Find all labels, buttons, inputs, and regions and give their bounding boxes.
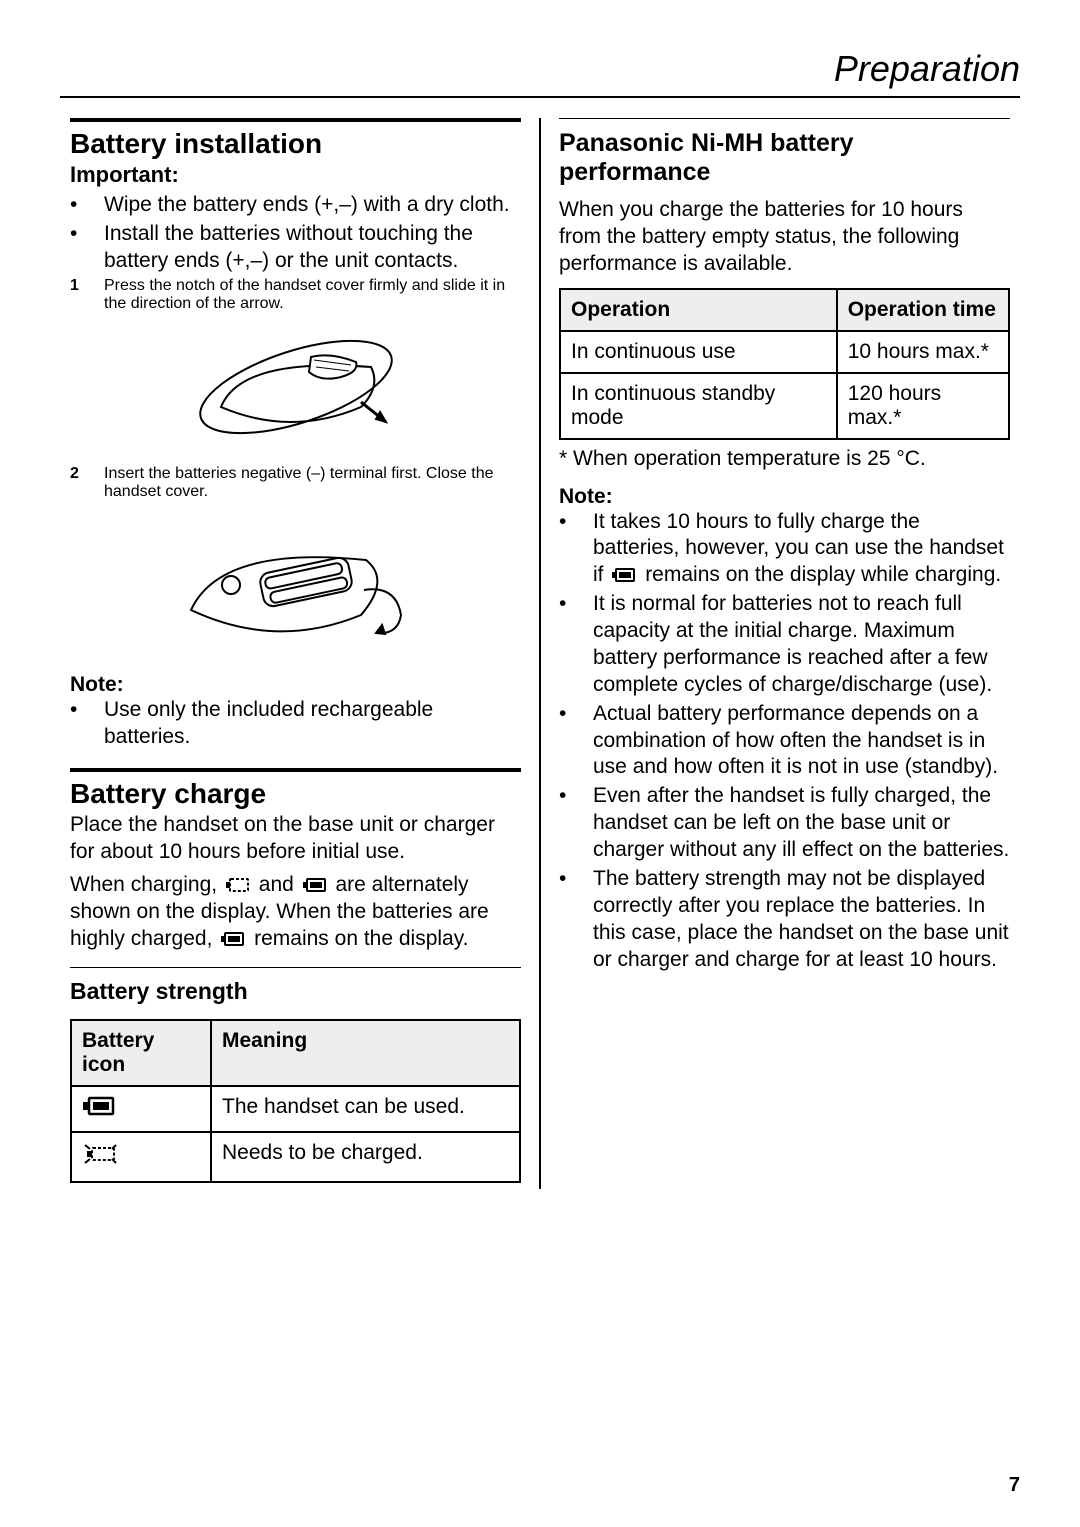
heading-battery-installation: Battery installation xyxy=(70,128,521,160)
table-cell: Needs to be charged. xyxy=(211,1132,520,1182)
note-label: Note: xyxy=(70,673,521,697)
bullet-dot: • xyxy=(559,591,593,699)
right-column: Panasonic Ni-MH battery performance When… xyxy=(541,118,1020,1189)
note-label: Note: xyxy=(559,485,1010,509)
footnote: * When operation temperature is 25 °C. xyxy=(559,446,1010,473)
step-number: 2 xyxy=(70,465,104,501)
bullet-text: Install the batteries without touching t… xyxy=(104,221,521,275)
col-header: Operation time xyxy=(837,289,1009,331)
bullet-text: Wipe the battery ends (+,–) with a dry c… xyxy=(104,192,510,219)
bullet-text: Even after the handset is fully charged,… xyxy=(593,783,1010,864)
step-2: 2 Insert the batteries negative (–) term… xyxy=(70,465,521,501)
step-text: Press the notch of the handset cover fir… xyxy=(104,277,521,313)
bullet-dot: • xyxy=(559,509,593,590)
charge-para2: When charging, and are alternately shown… xyxy=(70,872,521,953)
bullet-dot: • xyxy=(559,783,593,864)
table-cell xyxy=(71,1132,211,1182)
bullet-dot: • xyxy=(559,866,593,974)
bullet-dot: • xyxy=(559,701,593,782)
important-list: •Wipe the battery ends (+,–) with a dry … xyxy=(70,192,521,275)
bullet-dot: • xyxy=(70,221,104,275)
battery-full-icon xyxy=(220,930,246,948)
table-cell: In continuous use xyxy=(560,331,837,373)
table-cell xyxy=(71,1086,211,1132)
step-text: Insert the batteries negative (–) termin… xyxy=(104,465,521,501)
battery-strength-table: Battery icon Meaning The handset can be … xyxy=(70,1019,521,1183)
important-label: Important: xyxy=(70,162,521,188)
battery-full-icon xyxy=(611,566,637,584)
rule xyxy=(70,967,521,968)
battery-flash-icon xyxy=(82,1141,122,1167)
table-cell: 10 hours max.* xyxy=(837,331,1009,373)
rule xyxy=(70,118,521,122)
bullet-text: Actual battery performance depends on a … xyxy=(593,701,1010,782)
step-1: 1 Press the notch of the handset cover f… xyxy=(70,277,521,313)
battery-empty-icon xyxy=(225,876,251,894)
table-cell: The handset can be used. xyxy=(211,1086,520,1132)
charge-para1: Place the handset on the base unit or ch… xyxy=(70,812,521,866)
performance-intro: When you charge the batteries for 10 hou… xyxy=(559,197,1010,278)
left-column: Battery installation Important: •Wipe th… xyxy=(60,118,539,1189)
battery-full-icon xyxy=(82,1095,116,1117)
rule xyxy=(559,118,1010,119)
note-list: •Use only the included rechargeable batt… xyxy=(70,697,521,751)
bullet-text: It takes 10 hours to fully charge the ba… xyxy=(593,509,1010,590)
content-columns: Battery installation Important: •Wipe th… xyxy=(60,118,1020,1189)
heading-battery-charge: Battery charge xyxy=(70,778,521,810)
col-header: Battery icon xyxy=(71,1020,211,1086)
insert-batteries-illustration xyxy=(166,515,426,655)
col-header: Operation xyxy=(560,289,837,331)
bullet-text: It is normal for batteries not to reach … xyxy=(593,591,1010,699)
col-header: Meaning xyxy=(211,1020,520,1086)
bullet-dot: • xyxy=(70,192,104,219)
bullet-text: Use only the included rechargeable batte… xyxy=(104,697,521,751)
bullet-text: The battery strength may not be displaye… xyxy=(593,866,1010,974)
heading-performance: Panasonic Ni-MH battery performance xyxy=(559,129,1010,187)
heading-battery-strength: Battery strength xyxy=(70,978,521,1005)
battery-full-icon xyxy=(302,876,328,894)
step-number: 1 xyxy=(70,277,104,313)
rule xyxy=(70,768,521,772)
table-cell: In continuous standby mode xyxy=(560,373,837,439)
page-header: Preparation xyxy=(60,48,1020,98)
page-number: 7 xyxy=(1009,1474,1020,1497)
performance-notes: • It takes 10 hours to fully charge the … xyxy=(559,509,1010,974)
table-cell: 120 hours max.* xyxy=(837,373,1009,439)
handset-cover-illustration xyxy=(181,327,411,447)
bullet-dot: • xyxy=(70,697,104,751)
performance-table: Operation Operation time In continuous u… xyxy=(559,288,1010,440)
